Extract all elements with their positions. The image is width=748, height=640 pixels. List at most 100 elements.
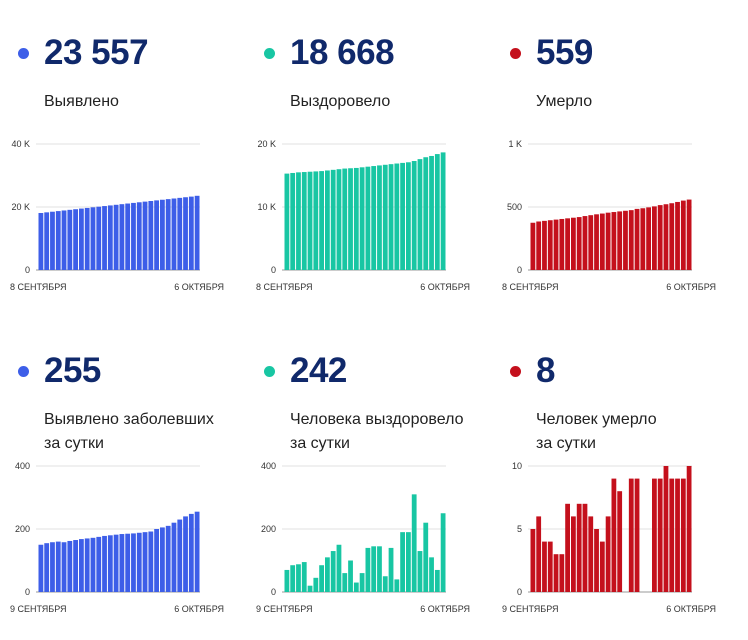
y-tick-label: 0: [271, 587, 276, 597]
bar: [394, 163, 400, 270]
bar: [119, 534, 125, 592]
metric-label-line: Выявлено: [44, 93, 119, 110]
bar: [582, 503, 588, 592]
bar: [382, 576, 388, 592]
bar: [576, 503, 582, 592]
bar: [148, 531, 154, 592]
bar: [90, 537, 96, 592]
bar: [284, 173, 290, 270]
bar: [160, 199, 165, 270]
bar: [336, 544, 342, 592]
bar: [434, 154, 440, 270]
metric-label: Выявлено: [44, 90, 119, 114]
bar: [107, 205, 113, 270]
bar: [634, 208, 640, 270]
x-end-label: 6 ОКТЯБРЯ: [174, 282, 224, 292]
bar: [84, 207, 90, 270]
bar: [553, 554, 559, 592]
bar: [371, 546, 377, 592]
bar: [440, 152, 446, 270]
y-tick-label: 0: [25, 587, 30, 597]
bar: [423, 522, 429, 592]
bar: [96, 536, 102, 593]
big-number: 559: [536, 33, 593, 72]
bar: [44, 543, 50, 592]
bar: [530, 529, 536, 592]
bar: [96, 206, 102, 270]
bar: [102, 535, 107, 592]
bar: [313, 171, 319, 270]
bar: [582, 216, 588, 270]
bar: [38, 212, 44, 270]
bar: [38, 544, 44, 592]
big-number: 242: [290, 351, 347, 390]
bar-chart: 0 20 K 40 K 8 СЕНТЯБРЯ 6 ОКТЯБРЯ: [10, 139, 224, 292]
y-tick-label: 5: [517, 524, 522, 534]
bar-chart: 0 500 1 K 8 СЕНТЯБРЯ 6 ОКТЯБРЯ: [502, 139, 716, 292]
bar: [131, 202, 136, 270]
panel-detected: 23 557 Выявлено 0 20 K 40 K 8 СЕНТЯБРЯ 6 ОКТЯБ…: [0, 0, 246, 318]
big-number: 255: [44, 351, 101, 390]
bar: [61, 542, 67, 592]
y-tick-label: 400: [15, 461, 30, 471]
bar: [84, 538, 90, 592]
big-number: 18 668: [290, 33, 395, 72]
y-tick-label: 20 K: [11, 202, 30, 212]
bar: [73, 540, 78, 592]
bar: [171, 522, 177, 592]
metric-label-line: за сутки: [44, 435, 104, 452]
bar: [429, 155, 434, 270]
legend-dot-icon: [264, 366, 275, 377]
bar-chart: 0 10 K 20 K 8 СЕНТЯБРЯ 6 ОКТЯБРЯ: [256, 139, 470, 292]
bar-chart: 0 200 400 9 СЕНТЯБРЯ 6 ОКТЯБРЯ: [256, 461, 470, 614]
bar: [67, 540, 73, 592]
bar: [680, 478, 686, 592]
bar: [571, 516, 576, 592]
bar: [142, 532, 148, 592]
legend-dot-icon: [18, 366, 29, 377]
bar: [611, 478, 617, 592]
metric-label-line: Выявлено заболевших: [44, 411, 214, 428]
bar: [290, 565, 296, 592]
bar: [423, 157, 429, 270]
bar: [576, 217, 582, 270]
bar: [536, 221, 542, 270]
bar: [194, 195, 200, 270]
bar: [429, 557, 434, 592]
bar: [686, 466, 692, 592]
bar: [406, 162, 411, 270]
bar: [119, 204, 125, 270]
bar: [336, 169, 342, 270]
bar: [434, 569, 440, 592]
bar: [73, 209, 78, 270]
bar: [628, 478, 634, 592]
bar-chart: 0 200 400 9 СЕНТЯБРЯ 6 ОКТЯБРЯ: [10, 461, 224, 614]
bar: [296, 564, 301, 592]
bar: [686, 199, 692, 270]
bar: [617, 491, 623, 592]
panel-recovered: 18 668 Выздоровело 0 10 K 20 K 8 СЕНТЯБРЯ 6 ОК…: [246, 0, 492, 318]
bar: [657, 205, 663, 270]
bar: [623, 210, 628, 270]
bar: [79, 539, 84, 592]
bar: [330, 551, 336, 592]
legend-dot-icon: [18, 48, 29, 59]
bar: [107, 535, 113, 592]
bar: [154, 200, 159, 270]
bar: [188, 196, 194, 270]
bar: [113, 204, 119, 270]
x-start-label: 9 СЕНТЯБРЯ: [502, 604, 559, 614]
bar: [55, 211, 61, 270]
bar: [50, 542, 55, 592]
bar: [348, 168, 353, 270]
bar: [646, 207, 651, 270]
bar: [652, 206, 657, 270]
bar: [131, 533, 136, 592]
legend-dot-icon: [510, 48, 521, 59]
bar: [547, 541, 553, 592]
bar: [663, 204, 669, 270]
y-tick-label: 20 K: [257, 139, 276, 149]
bar: [67, 209, 73, 270]
panel-recovered-daily: 242 Человека выздоровело за сутки 0 200 400 9 …: [246, 318, 492, 636]
y-tick-label: 1 K: [508, 139, 522, 149]
